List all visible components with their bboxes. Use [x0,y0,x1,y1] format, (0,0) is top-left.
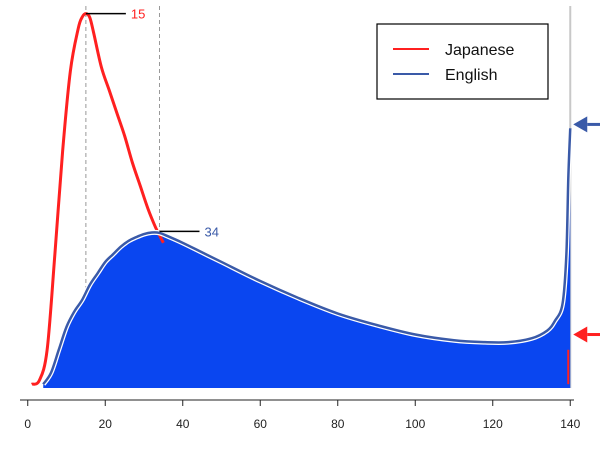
legend-label-japanese: Japanese [445,42,514,59]
x-tick-label-40: 40 [176,417,190,431]
x-tick-label-60: 60 [254,417,268,431]
x-tick-label-80: 80 [331,417,345,431]
annotation-label-34: 34 [205,224,219,239]
x-tick-label-20: 20 [99,417,113,431]
x-tick-label-120: 120 [483,417,503,431]
end-marker-japanese-head [573,326,588,343]
series-line-japanese [30,12,165,386]
area-layer [43,128,571,389]
series-line-english [42,128,572,385]
legend-box [376,23,549,100]
series-area-english [43,128,571,389]
legend-label-english: English [445,67,497,84]
x-tick-label-140: 140 [560,417,580,431]
end-marker-english-head [573,116,588,133]
x-axis: 0 20 40 60 80 100 120 140 [20,399,581,431]
line-layer [30,12,600,386]
annotation-label-15: 15 [131,7,145,22]
x-tick-label-0: 0 [24,417,31,431]
legend: Japanese English [376,23,549,100]
x-tick-label-100: 100 [405,417,425,431]
